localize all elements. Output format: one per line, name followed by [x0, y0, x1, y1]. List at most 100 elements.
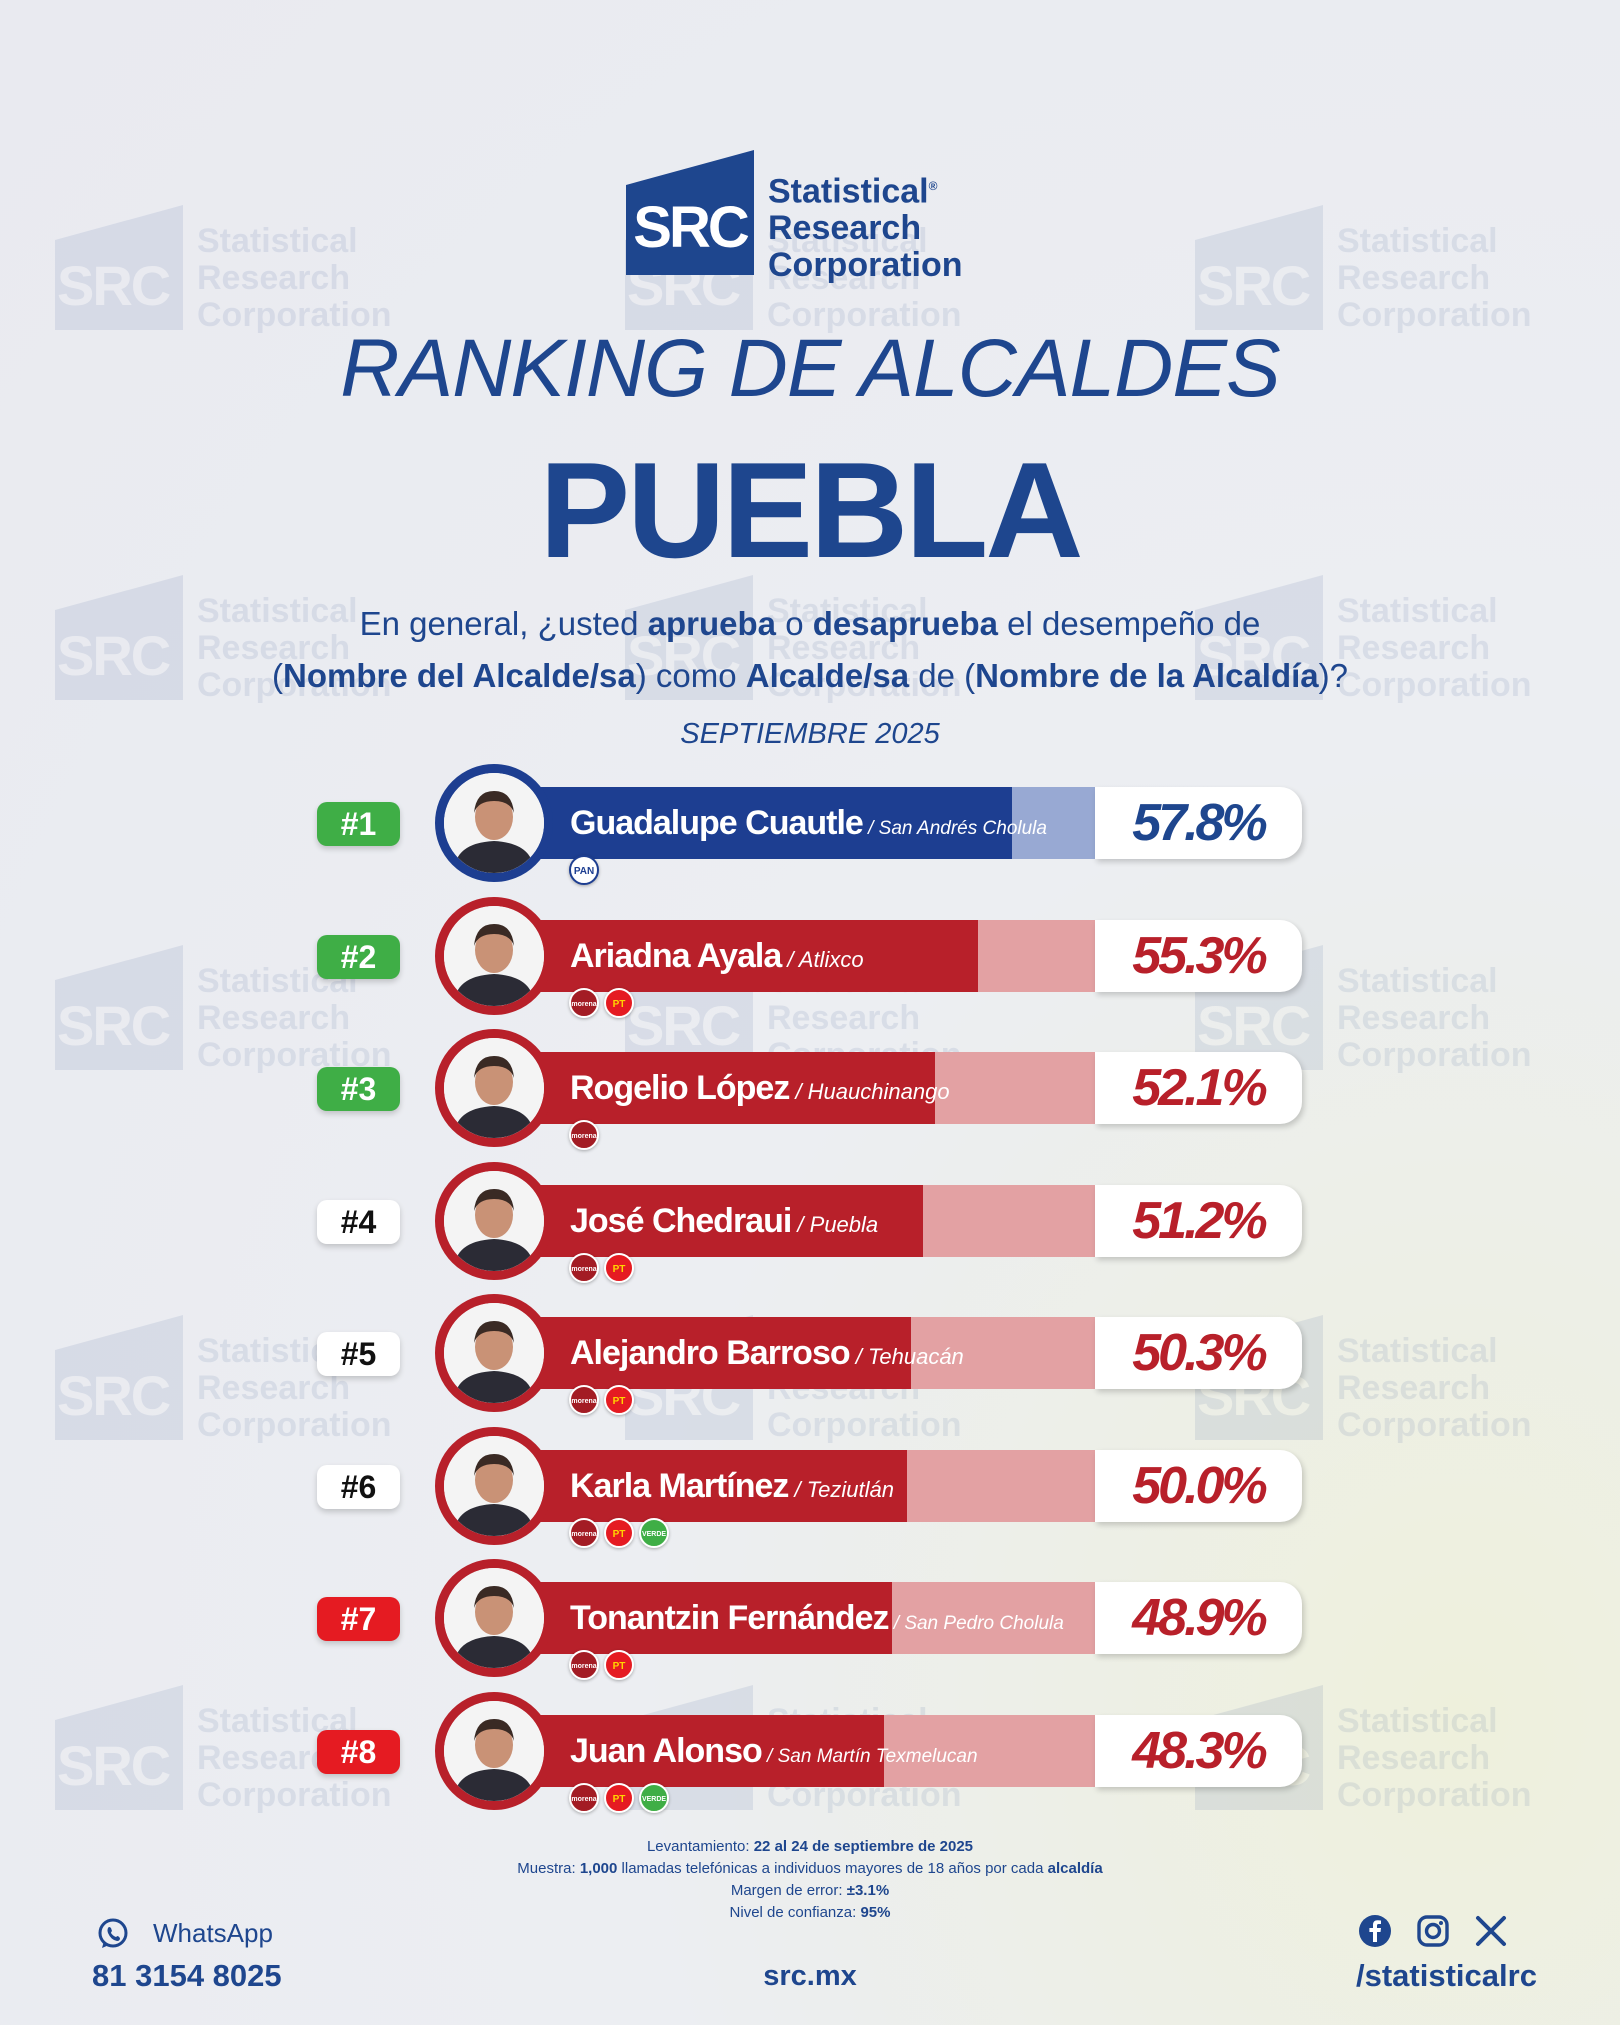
rank-badge: #4 [317, 1199, 400, 1244]
ranking-bar-row: Rogelio López / Huauchinango [540, 1052, 1095, 1124]
approval-percentage: 52.1% [1095, 1052, 1302, 1124]
instagram-icon[interactable] [1416, 1914, 1450, 1953]
whatsapp-icon [96, 1917, 130, 1956]
party-logo-morena: morena [569, 1252, 599, 1283]
rank-badge: #8 [317, 1729, 400, 1774]
rank-badge: #6 [317, 1464, 400, 1509]
approval-percentage: 57.8% [1095, 787, 1302, 859]
rank-badge: #5 [317, 1332, 400, 1376]
approval-percentage: 50.3% [1095, 1317, 1302, 1389]
bar-fill [540, 1714, 884, 1787]
approval-percentage: 51.2% [1095, 1184, 1302, 1257]
approval-percentage: 55.3% [1095, 919, 1302, 992]
approval-percentage: 48.3% [1095, 1714, 1302, 1787]
mayor-photo [435, 1559, 553, 1677]
bar-fill [540, 1184, 923, 1257]
mayor-label: Tonantzin Fernández / San Pedro Cholula [570, 1582, 1064, 1654]
rank-badge: #3 [317, 1067, 400, 1111]
survey-period: SEPTIEMBRE 2025 [680, 718, 940, 750]
mayor-name: José Chedraui [570, 1201, 792, 1240]
src-logo-mark: SRC [626, 150, 754, 275]
whatsapp-label: WhatsApp [153, 1918, 273, 1948]
bar-fill [540, 919, 978, 992]
party-logo-morena: morena [569, 1517, 599, 1548]
phone-number[interactable]: 81 3154 8025 [92, 1958, 282, 1993]
party-logo-pan: PAN [569, 855, 599, 885]
mayor-label: Rogelio López / Huauchinango [570, 1052, 950, 1124]
website-link[interactable]: src.mx [763, 1960, 857, 1992]
mayor-label: Alejandro Barroso / Tehuacán [570, 1317, 964, 1389]
party-badges: morena [569, 1120, 604, 1152]
ranking-bar-row: Guadalupe Cuautle / San Andrés Cholula [540, 787, 1095, 859]
ranking-bar-row: Tonantzin Fernández / San Pedro Cholula [540, 1582, 1095, 1654]
approval-percentage: 48.9% [1095, 1582, 1302, 1654]
ranking-bar-row: Karla Martínez / Teziutlán [540, 1449, 1095, 1522]
state-name: PUEBLA [539, 434, 1083, 586]
mayor-photo [435, 1691, 553, 1810]
party-logo-pt: PT [604, 1252, 634, 1283]
bar-fill [540, 1052, 935, 1124]
social-handle[interactable]: /statisticalrc [1356, 1958, 1537, 1993]
mayor-label: Karla Martínez / Teziutlán [570, 1450, 894, 1522]
mayor-label: Guadalupe Cuautle / San Andrés Cholula [570, 787, 1047, 859]
ranking-bar-row: Alejandro Barroso / Tehuacán [540, 1317, 1095, 1389]
party-badges: morena PT VERDE [569, 1517, 674, 1550]
mayor-name: Tonantzin Fernández [570, 1599, 889, 1637]
party-logo-morena: morena [569, 1650, 599, 1680]
mayor-name: Juan Alonso [570, 1731, 763, 1770]
municipality-name: / Atlixco [781, 946, 864, 972]
bar-fill [540, 787, 1012, 859]
mayor-photo [435, 764, 553, 882]
mayor-label: José Chedraui / Puebla [570, 1185, 878, 1257]
ranking-bar-row: José Chedraui / Puebla [540, 1184, 1095, 1257]
ranking-bar-row: Juan Alonso / San Martín Texmelucan [540, 1714, 1095, 1787]
mayor-label: Juan Alonso / San Martín Texmelucan [570, 1715, 978, 1787]
bar-fill [540, 1317, 911, 1389]
party-logo-morena: morena [569, 1782, 599, 1813]
mayor-name: Karla Martínez [570, 1466, 789, 1505]
facebook-icon[interactable] [1358, 1914, 1392, 1953]
party-badges: morena PT [569, 1252, 639, 1285]
mayor-photo [435, 1029, 553, 1147]
bar-fill [540, 1449, 907, 1522]
party-logo-morena: morena [569, 1120, 599, 1150]
mayor-photo [435, 1294, 553, 1412]
party-badges: PAN [569, 855, 604, 887]
mayor-name: Rogelio López [570, 1069, 790, 1107]
municipality-name: / Puebla [791, 1211, 879, 1237]
x-icon[interactable] [1475, 1915, 1507, 1952]
municipality-name: / San Andrés Cholula [862, 818, 1047, 839]
party-logo-pt: PT [604, 1517, 634, 1548]
rank-badge: #2 [317, 934, 400, 979]
bar-fill [540, 1582, 892, 1654]
municipality-name: / Tehuacán [849, 1344, 964, 1369]
party-logo-pt: PT [604, 987, 634, 1018]
municipality-name: / Huauchinango [789, 1079, 950, 1104]
mayor-label: Ariadna Ayala / Atlixco [570, 920, 864, 992]
party-logo-pt: PT [604, 1650, 634, 1680]
party-logo-pt: PT [604, 1782, 634, 1813]
mayor-name: Ariadna Ayala [570, 936, 782, 975]
methodology-notes: Levantamiento: 22 al 24 de septiembre de… [517, 1838, 1103, 1921]
party-badges: morena PT [569, 1385, 639, 1417]
mayor-name: Guadalupe Cuautle [570, 804, 864, 842]
party-logo-verde: VERDE [639, 1517, 669, 1548]
mayor-photo [435, 1161, 553, 1280]
municipality-name: / San Martín Texmelucan [761, 1745, 978, 1767]
survey-question: En general, ¿usted aprueba o desaprueba … [272, 605, 1348, 694]
party-logo-verde: VERDE [639, 1782, 669, 1813]
party-logo-pt: PT [604, 1385, 634, 1415]
rank-badge: #1 [317, 802, 400, 846]
party-badges: morena PT [569, 987, 639, 1020]
municipality-name: / Teziutlán [788, 1476, 894, 1502]
page-title: RANKING DE ALCALDES [340, 323, 1280, 414]
social-icons [1358, 1914, 1527, 1953]
municipality-name: / San Pedro Cholula [888, 1613, 1064, 1634]
rank-badge: #7 [317, 1597, 400, 1641]
